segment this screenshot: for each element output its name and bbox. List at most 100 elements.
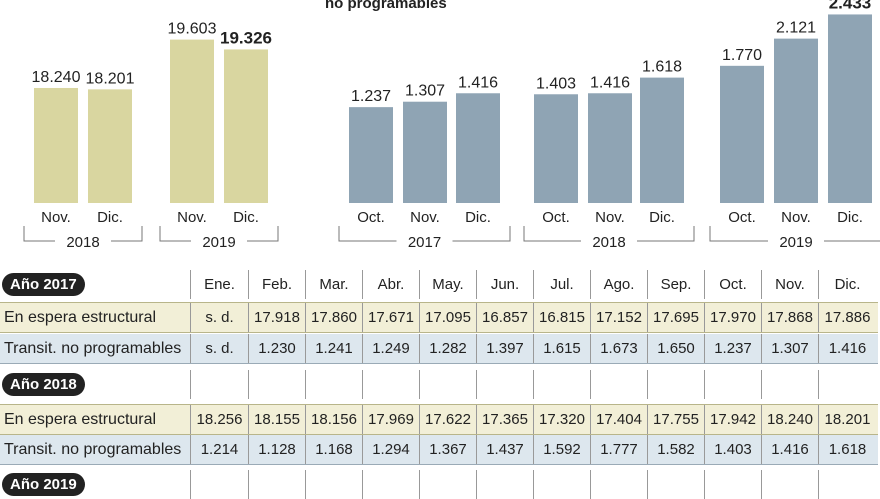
table-cell: 17.095 [419,303,476,332]
table-row: En espera estructural s. d. 17.918 17.860 17… [0,302,878,333]
table-cell: s. d. [190,303,248,332]
bar [88,89,132,203]
table-cell: 18.156 [305,405,362,434]
table-cell: 1.168 [305,435,362,464]
data-label: 1.416 [590,74,630,91]
bar [588,93,632,203]
table-cell [305,470,362,499]
table-cell: 17.671 [362,303,419,332]
month-label: Oct. [728,209,756,226]
data-label: 2.433 [829,0,872,12]
year-pill: Año 2019 [2,473,85,496]
table-cell: 1.673 [590,334,647,363]
year-pill: Año 2018 [2,373,85,396]
table-cell: 1.367 [419,435,476,464]
year-bracket [23,226,143,242]
bar [170,39,214,203]
table-cell: 1.582 [647,435,704,464]
year-header-row: Año 2018 [0,370,878,399]
table-cell [362,370,419,399]
table-cell: 1.618 [818,435,876,464]
table-cell: Ago. [590,270,647,299]
table-cell: Oct. [704,270,761,299]
table-cell [248,370,305,399]
month-label: Oct. [357,209,385,226]
table-cell [761,370,818,399]
table-cell: 1.650 [647,334,704,363]
table-cell: 17.970 [704,303,761,332]
table-cell: 1.307 [761,334,818,363]
table-cell: 1.282 [419,334,476,363]
data-label: 18.201 [86,70,135,87]
table-cell: 18.240 [761,405,818,434]
table-cell [647,370,704,399]
data-label: 1.403 [536,75,576,92]
table-cell: 17.404 [590,405,647,434]
month-label: Dic. [465,209,491,226]
table-cell [190,370,248,399]
table-cell: 18.256 [190,405,248,434]
table-cell [704,470,761,499]
table-cell: 1.128 [248,435,305,464]
data-label: 1.770 [722,47,762,64]
data-label: 19.326 [220,28,272,47]
year-label: 2019 [779,234,812,251]
year-bracket [523,226,695,242]
table-cell: 1.403 [704,435,761,464]
data-label: 1.307 [405,83,445,100]
row-label: En espera estructural [4,308,157,326]
table-cell: Feb. [248,270,305,299]
table-cell: 1.416 [761,435,818,464]
table-cell: 1.397 [476,334,533,363]
month-label: Oct. [542,209,570,226]
table-row: Transit. no programables 1.214 1.128 1.168 1… [0,435,878,465]
table-cell: 1.249 [362,334,419,363]
month-label: Nov. [41,209,71,226]
table-cell: 17.365 [476,405,533,434]
table-cell: May. [419,270,476,299]
month-label: Nov. [410,209,440,226]
table-cell: 17.622 [419,405,476,434]
table-cell: 1.237 [704,334,761,363]
table-cell [647,470,704,499]
table-cell: 18.201 [818,405,876,434]
table-cell [533,370,590,399]
year-header-row: Año 2017 Ene. Feb. Mar. Abr. May. Jun. Jul. Ago.… [0,270,878,299]
table-cell [590,470,647,499]
table-cell [533,470,590,499]
table-cell [818,370,876,399]
year-label: 2019 [202,234,235,251]
table-cell [476,370,533,399]
table-cell [305,370,362,399]
table-cell: 17.942 [704,405,761,434]
bar [828,14,872,203]
data-label: 18.240 [32,69,81,86]
month-label: Dic. [97,209,123,226]
table-cell: 17.918 [248,303,305,332]
table-cell [419,470,476,499]
month-label: Dic. [649,209,675,226]
bar [720,65,764,203]
table-cell: 1.416 [818,334,876,363]
table-cell [248,470,305,499]
month-label: Nov. [177,209,207,226]
table-cell: 17.695 [647,303,704,332]
bar [224,49,268,203]
bar [534,94,578,203]
year-label: 2017 [408,234,441,251]
table-cell: Jun. [476,270,533,299]
table-cell [818,470,876,499]
year-label: 2018 [592,234,625,251]
table-cell: 1.214 [190,435,248,464]
table-cell: 17.320 [533,405,590,434]
table-cell: 1.230 [248,334,305,363]
table-cell: Mar. [305,270,362,299]
year-pill: Año 2017 [2,273,85,296]
bar [403,101,447,203]
table-cell [590,370,647,399]
year-header-row: Año 2019 [0,470,878,499]
bar [349,107,393,203]
month-label: Dic. [233,209,259,226]
row-label: Transit. no programables [4,440,182,458]
bar-charts: 18.240 Nov. 18.201 Dic. 2018 19.603 Nov. 19.326… [23,0,880,251]
